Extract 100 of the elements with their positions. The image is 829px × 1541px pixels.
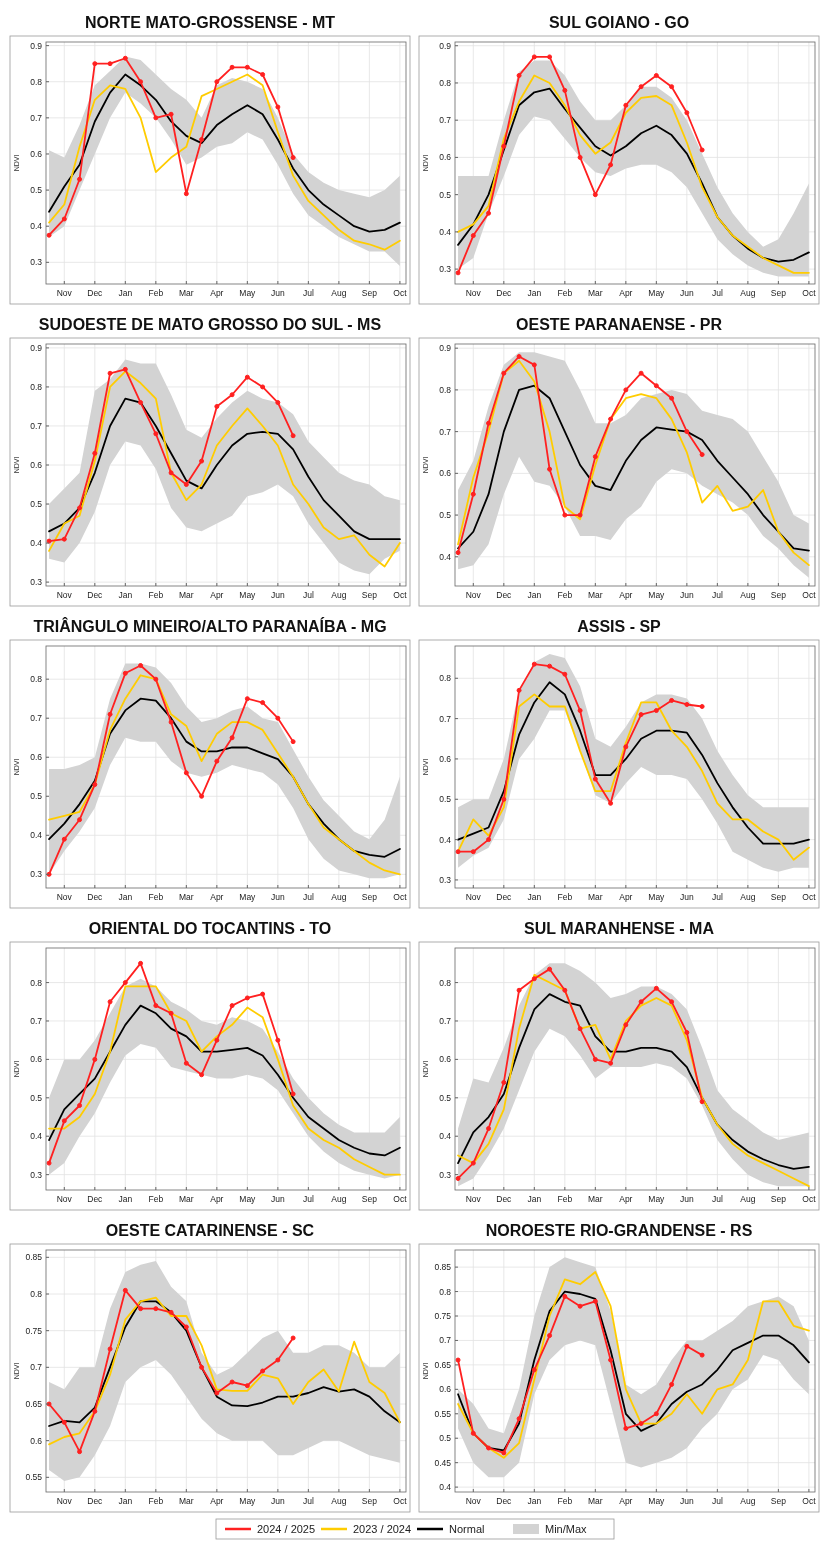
x-tick-label: Mar <box>179 892 194 902</box>
x-tick-label: Apr <box>210 590 224 600</box>
x-tick-label: Dec <box>496 1496 513 1506</box>
x-tick-label: Jan <box>527 288 542 298</box>
x-tick-label: Mar <box>179 1194 194 1204</box>
x-tick-label: Nov <box>56 1496 73 1506</box>
x-tick-label: May <box>239 288 257 298</box>
x-tick-label: Dec <box>87 590 104 600</box>
y-tick-label: 0.6 <box>30 460 43 470</box>
chart-title: NOROESTE RIO-GRANDENSE - RS <box>485 1222 753 1239</box>
y-tick-label: 0.9 <box>439 40 452 51</box>
y-tick-label: 0.45 <box>434 1457 452 1468</box>
y-tick-label: 0.8 <box>30 1289 43 1299</box>
y-tick-label: 0.5 <box>439 510 452 521</box>
x-tick-label: Apr <box>210 892 224 902</box>
x-tick-label: Feb <box>148 1194 164 1204</box>
x-tick-label: Nov <box>465 288 482 298</box>
x-tick-label: Jan <box>527 590 542 600</box>
y-tick-label: 0.4 <box>439 551 452 562</box>
y-tick-label: 0.7 <box>439 115 452 126</box>
y-tick-label: 0.4 <box>30 1131 43 1142</box>
x-tick-label: Mar <box>588 1194 603 1204</box>
x-tick-label: Aug <box>740 1194 756 1204</box>
x-tick-label: Jan <box>527 1496 542 1506</box>
line-series <box>48 397 401 541</box>
y-tick-label: 0.7 <box>439 1335 452 1346</box>
legend-label: 2023 / 2024 <box>352 1523 411 1535</box>
chart-title: OESTE PARANAENSE - PR <box>516 316 723 333</box>
chart-title: ASSIS - SP <box>577 618 662 635</box>
y-tick-label: 0.3 <box>439 264 452 275</box>
y-tick-label: 0.6 <box>439 152 452 163</box>
x-tick-label: Dec <box>87 288 104 298</box>
x-tick-label: Dec <box>87 1194 104 1204</box>
y-tick-label: 0.3 <box>30 577 43 588</box>
x-tick-label: Feb <box>148 288 164 298</box>
x-tick-label: Nov <box>465 1194 482 1204</box>
x-tick-label: Feb <box>557 590 573 600</box>
y-tick-label: 0.5 <box>30 499 43 510</box>
y-tick-label: 0.8 <box>30 381 43 392</box>
y-tick-label: 0.4 <box>439 834 452 845</box>
x-tick-label: Jul <box>711 1194 723 1204</box>
y-tick-label: 0.8 <box>30 76 43 87</box>
x-tick-label: May <box>648 1496 666 1506</box>
x-tick-label: Apr <box>210 1194 224 1204</box>
x-tick-label: Aug <box>331 1194 347 1204</box>
x-tick-label: Dec <box>496 892 513 902</box>
x-tick-label: Jul <box>711 1496 723 1506</box>
y-tick-label: 0.3 <box>30 869 43 880</box>
y-tick-label: 0.85 <box>25 1252 43 1263</box>
x-tick-label: Aug <box>740 590 756 600</box>
x-tick-label: Jul <box>711 590 723 600</box>
y-tick-label: 0.6 <box>439 753 452 764</box>
y-tick-label: 0.8 <box>439 977 452 988</box>
chart-title: SUL GOIANO - GO <box>548 14 690 31</box>
chart-title: SUL MARANHENSE - MA <box>524 920 715 937</box>
x-tick-label: Jan <box>527 892 542 902</box>
x-tick-label: May <box>239 1194 257 1204</box>
y-tick-label: 0.9 <box>439 343 452 354</box>
x-tick-label: Jun <box>680 1194 694 1204</box>
x-tick-label: Feb <box>148 1496 164 1506</box>
x-tick-label: Sep <box>361 892 378 902</box>
x-tick-label: Aug <box>740 1496 756 1506</box>
y-tick-label: 0.3 <box>30 1169 43 1180</box>
x-tick-label: Sep <box>361 590 378 600</box>
x-tick-label: Apr <box>619 590 633 600</box>
y-tick-label: 0.7 <box>30 713 43 724</box>
y-tick-label: 0.7 <box>439 426 452 437</box>
x-tick-label: Jan <box>118 1194 133 1204</box>
line-series <box>48 1296 401 1446</box>
y-tick-label: 0.65 <box>434 1359 452 1370</box>
x-tick-label: Nov <box>465 892 482 902</box>
x-tick-label: Oct <box>393 590 408 600</box>
y-tick-label: 0.5 <box>439 794 452 805</box>
x-tick-label: Feb <box>557 892 573 902</box>
y-tick-label: 0.7 <box>30 1362 43 1373</box>
y-tick-label: 0.8 <box>439 384 452 395</box>
y-tick-label: 0.3 <box>439 874 452 885</box>
line-series <box>48 1004 401 1157</box>
x-tick-label: Mar <box>179 590 194 600</box>
chart-title: TRIÂNGULO MINEIRO/ALTO PARANAÍBA - MG <box>33 617 387 635</box>
x-tick-label: Dec <box>496 288 513 298</box>
x-tick-label: Apr <box>619 288 633 298</box>
y-tick-label: 0.75 <box>434 1311 452 1321</box>
y-tick-label: 0.7 <box>30 112 43 123</box>
y-tick-label: 0.7 <box>30 420 43 431</box>
x-tick-label: Mar <box>588 590 603 600</box>
y-tick-label: 0.5 <box>439 1092 452 1103</box>
legend-label: Normal <box>448 1523 484 1535</box>
x-tick-label: Apr <box>619 1194 633 1204</box>
x-tick-label: Aug <box>740 288 756 298</box>
x-tick-label: Jul <box>302 1194 314 1204</box>
x-tick-label: May <box>648 288 666 298</box>
y-tick-label: 0.6 <box>439 1054 452 1065</box>
y-tick-label: 0.55 <box>434 1408 452 1419</box>
x-tick-label: Jan <box>118 892 133 902</box>
y-tick-label: 0.8 <box>30 977 43 988</box>
x-tick-label: Mar <box>179 288 194 298</box>
x-tick-label: Jan <box>118 590 133 600</box>
x-tick-label: Feb <box>148 590 164 600</box>
x-tick-label: Oct <box>802 1194 817 1204</box>
